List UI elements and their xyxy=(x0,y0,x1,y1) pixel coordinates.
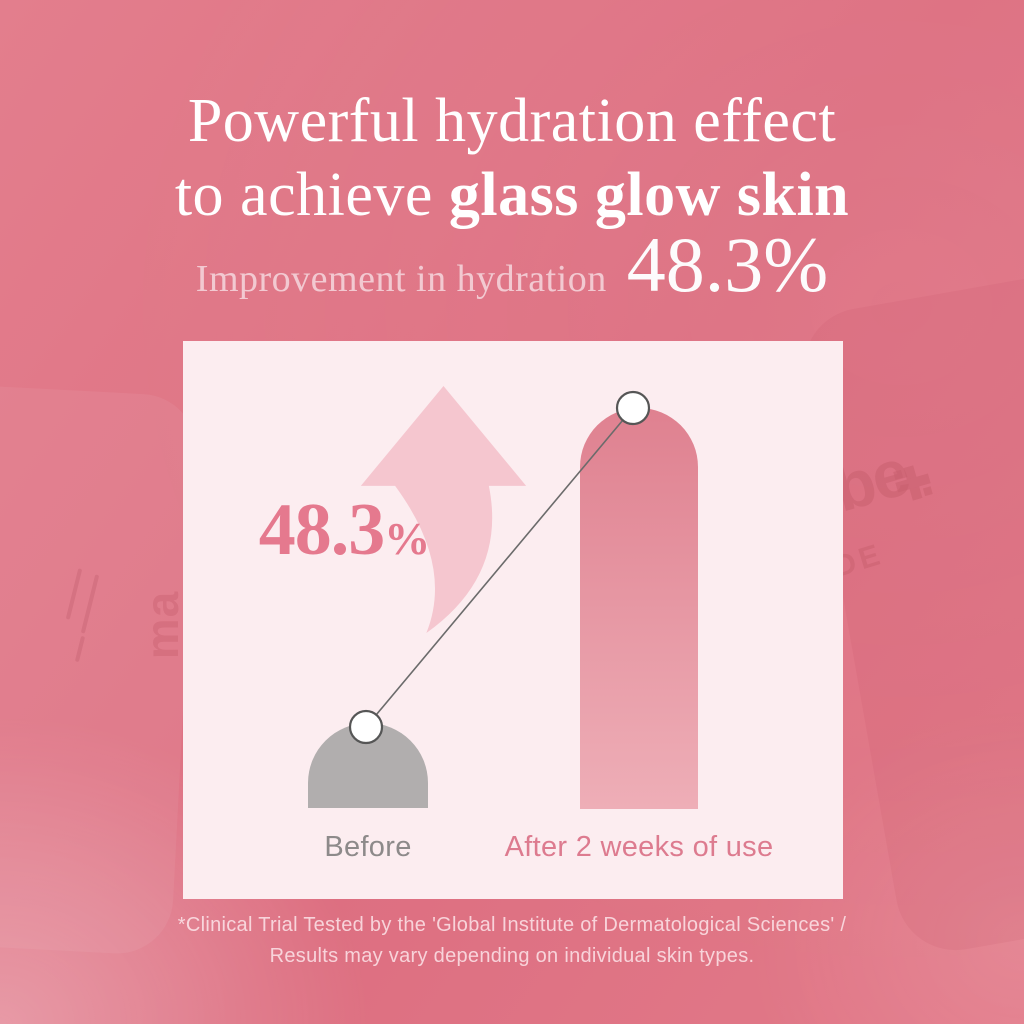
percent-sign: % xyxy=(384,513,430,564)
subtitle: Improvement in hydration 48.3% xyxy=(0,226,1024,304)
bar-label-after: After 2 weeks of use xyxy=(504,831,774,863)
title-regular-text: to achieve xyxy=(174,161,449,229)
growth-arrow-icon xyxy=(360,386,527,633)
improvement-number: 48.3 xyxy=(258,489,385,571)
chart-card: 48.3% Before After 2 weeks of use xyxy=(183,341,843,899)
subtitle-label: Improvement in hydration xyxy=(195,258,607,300)
disclaimer: *Clinical Trial Tested by the 'Global In… xyxy=(0,910,1024,972)
bar-label-before: Before xyxy=(324,831,412,863)
subtitle-value: 48.3% xyxy=(626,221,829,308)
improvement-value: 48.3% xyxy=(219,493,469,567)
brand-plus-icon xyxy=(893,465,933,501)
page-title-line1: Powerful hydration effect xyxy=(187,87,837,155)
bar-after xyxy=(580,408,698,809)
data-point-marker-before xyxy=(348,709,384,745)
trend-line xyxy=(365,407,634,728)
page-title-line2: to achieve glass glow skin xyxy=(0,160,1024,231)
background-brand-text-left: ma xyxy=(136,590,189,660)
disclaimer-line1: *Clinical Trial Tested by the 'Global In… xyxy=(177,914,847,936)
data-point-marker-after xyxy=(615,390,651,426)
trend-line-overlay xyxy=(348,390,651,745)
title-bold-text: glass glow skin xyxy=(448,161,850,229)
disclaimer-line2: Results may vary depending on individual… xyxy=(269,945,755,967)
background-bottle-left xyxy=(0,383,200,957)
